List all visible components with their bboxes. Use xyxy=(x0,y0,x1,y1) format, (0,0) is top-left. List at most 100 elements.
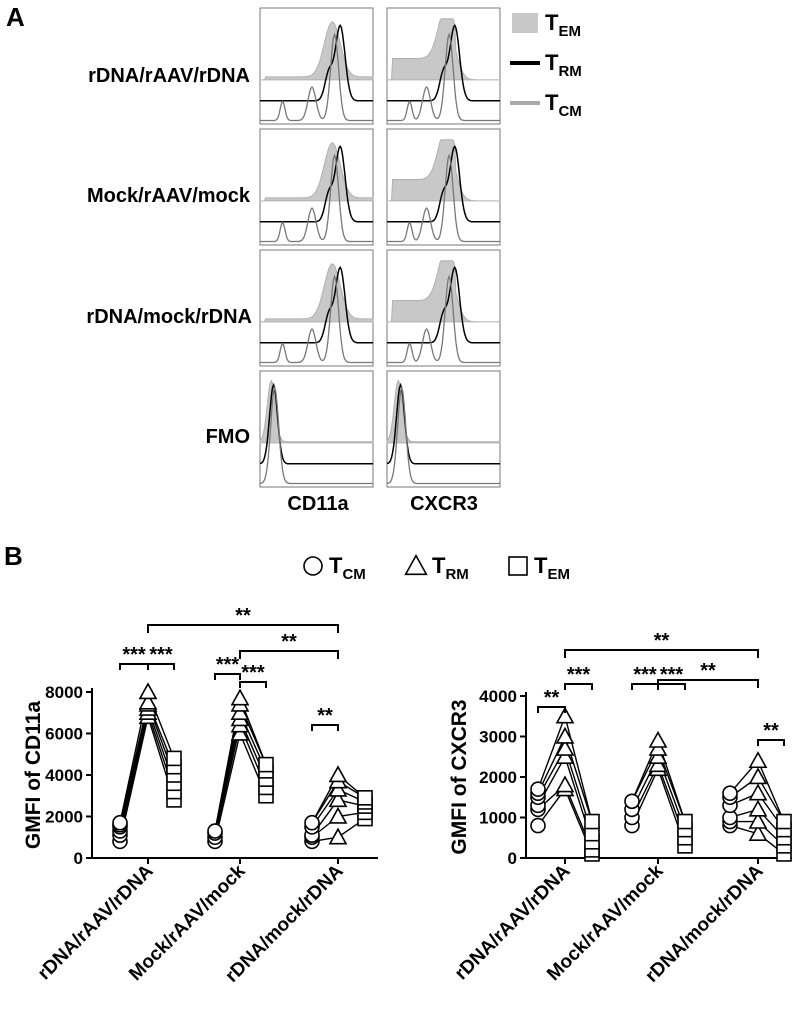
point-tcm-circle xyxy=(530,817,546,834)
histogram-legend: TEM TRM TCM xyxy=(510,10,582,120)
y-tick-label: 3000 xyxy=(479,728,517,747)
point-trm-triangle xyxy=(328,806,348,824)
tem-histogram xyxy=(259,263,374,323)
histogram-cd11a-row-4 xyxy=(259,370,374,488)
histogram-frame xyxy=(259,128,374,246)
significance-label: ** xyxy=(763,720,779,742)
point-trm-triangle xyxy=(230,723,250,741)
histogram-frame xyxy=(386,7,501,125)
histogram-cd11a-row-2 xyxy=(259,128,374,246)
tem-histogram xyxy=(386,139,501,202)
legend-item-trm: TRM xyxy=(404,553,469,583)
significance-bracket xyxy=(147,624,339,633)
significance-label: ** xyxy=(544,687,560,709)
significance-bracket xyxy=(657,679,759,688)
legend-item-tcm: TCM xyxy=(510,90,582,120)
significance-label: *** xyxy=(633,664,657,686)
trm-histogram xyxy=(387,23,500,102)
y-tick-label: 2000 xyxy=(479,768,517,787)
legend-label: TCM xyxy=(545,90,582,120)
point-trm-triangle xyxy=(648,755,668,773)
point-trm-triangle xyxy=(138,682,158,700)
column-label-cxcr3: CXCR3 xyxy=(410,493,478,515)
legend-label: TEM xyxy=(534,553,570,583)
significance-label: *** xyxy=(567,664,591,686)
tcm-histogram xyxy=(387,153,500,243)
point-trm-triangle xyxy=(748,824,768,841)
y-axis-label: GMFI of CXCR3 xyxy=(448,699,471,854)
panel-b-label: B xyxy=(4,541,23,571)
point-trm-triangle xyxy=(328,779,348,797)
point-trm-triangle xyxy=(648,730,668,748)
point-trm-triangle xyxy=(328,790,348,808)
point-trm-triangle xyxy=(555,706,575,724)
legend-item-tem: TEM xyxy=(508,553,570,583)
point-trm-triangle xyxy=(328,827,348,845)
histogram-grid xyxy=(259,7,501,488)
panel-a: A rDNA/rAAV/rDNA Mock/rAAV/mock rDNA/moc… xyxy=(6,2,582,515)
tcm-histogram xyxy=(259,385,373,485)
histogram-frame xyxy=(386,249,501,367)
point-trm-triangle xyxy=(555,738,575,756)
significance-bracket xyxy=(537,706,566,713)
trm-histogram xyxy=(387,144,500,223)
point-tem-square xyxy=(677,813,693,830)
panel-a-label: A xyxy=(6,2,25,32)
point-tem-square xyxy=(776,813,792,830)
significance-bracket xyxy=(564,683,593,690)
trm-histogram xyxy=(387,265,500,344)
significance-bracket xyxy=(239,681,267,688)
y-axis-label: GMFI of CD11a xyxy=(22,701,45,850)
row-label-1: rDNA/rAAV/rDNA xyxy=(88,65,250,87)
legend-square-marker xyxy=(508,556,528,576)
point-tcm-circle xyxy=(112,814,128,831)
tem-histogram xyxy=(259,142,374,202)
pairing-line xyxy=(119,714,175,842)
row-label-3: rDNA/mock/rDNA xyxy=(86,306,252,328)
point-tcm-circle xyxy=(207,823,223,839)
significance-bracket xyxy=(311,724,339,731)
y-tick-label: 0 xyxy=(508,849,517,868)
row-label-4: FMO xyxy=(206,426,250,448)
point-tcm-circle xyxy=(722,785,738,802)
histogram-cxcr3-row-3 xyxy=(386,249,501,367)
point-trm-triangle xyxy=(328,765,348,783)
legend-label: TRM xyxy=(545,50,582,80)
point-tem-square xyxy=(166,750,182,767)
point-trm-triangle xyxy=(748,783,768,801)
tcm-histogram xyxy=(386,385,500,485)
y-tick-label: 2000 xyxy=(45,808,83,827)
point-trm-triangle xyxy=(648,738,668,756)
significance-label: ** xyxy=(700,660,716,682)
row-label-2: Mock/rAAV/mock xyxy=(87,185,251,207)
histogram-cxcr3-row-4 xyxy=(386,370,501,488)
point-tem-square xyxy=(258,756,274,773)
column-label-cd11a: CD11a xyxy=(287,493,349,515)
point-trm-triangle xyxy=(648,747,668,764)
legend-triangle-marker xyxy=(404,554,428,576)
significance-label: ** xyxy=(654,630,670,652)
significance-bracket xyxy=(757,739,785,746)
legend-item-tcm: TCM xyxy=(303,553,366,583)
legend-label: TEM xyxy=(545,10,581,40)
significance-bracket xyxy=(147,663,175,670)
point-tem-square xyxy=(584,813,600,830)
legend-circle-marker xyxy=(303,556,323,576)
point-trm-triangle xyxy=(748,811,768,829)
tem-histogram xyxy=(259,21,374,81)
trm-histogram xyxy=(260,266,373,344)
significance-label: *** xyxy=(241,662,265,684)
significance-label: ** xyxy=(317,705,333,727)
histogram-frame xyxy=(259,249,374,367)
y-tick-label: 4000 xyxy=(479,687,517,706)
significance-label: *** xyxy=(122,644,146,666)
significance-label: *** xyxy=(216,654,240,676)
y-tick-label: 4000 xyxy=(45,766,83,785)
significance-label: *** xyxy=(149,644,173,666)
significance-bracket xyxy=(214,673,241,680)
legend-label: TRM xyxy=(432,553,469,583)
legend-swatch xyxy=(512,13,538,33)
significance-bracket xyxy=(239,650,339,659)
tcm-histogram xyxy=(260,274,373,364)
